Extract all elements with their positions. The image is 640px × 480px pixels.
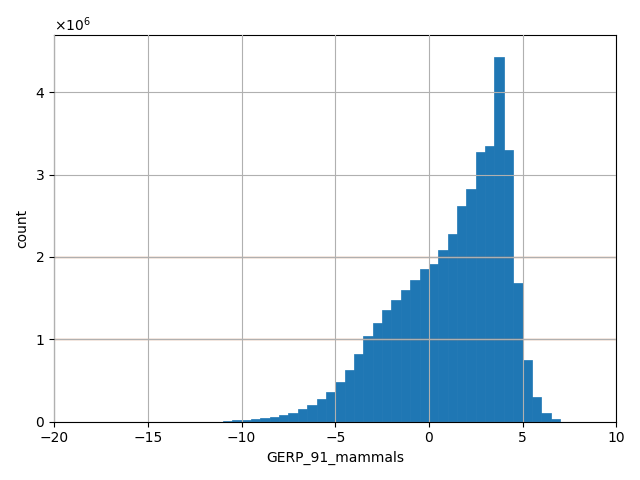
Bar: [438, 251, 447, 421]
Bar: [522, 360, 532, 421]
Bar: [307, 405, 317, 421]
Bar: [372, 323, 382, 421]
X-axis label: GERP_91_mammals: GERP_91_mammals: [266, 451, 404, 465]
Bar: [251, 419, 260, 421]
Y-axis label: count: count: [15, 209, 29, 248]
Bar: [476, 152, 485, 421]
Bar: [513, 283, 522, 421]
Bar: [260, 418, 269, 421]
Bar: [344, 370, 354, 421]
Bar: [457, 206, 467, 421]
Bar: [495, 57, 504, 421]
Bar: [354, 354, 364, 421]
Bar: [467, 190, 476, 421]
Bar: [269, 417, 279, 421]
Bar: [485, 146, 495, 421]
Bar: [382, 311, 392, 421]
Bar: [420, 269, 429, 421]
Bar: [289, 412, 298, 421]
Bar: [335, 382, 344, 421]
Bar: [326, 392, 335, 421]
Bar: [232, 420, 241, 421]
Bar: [392, 300, 401, 421]
Bar: [401, 290, 410, 421]
Bar: [317, 399, 326, 421]
Bar: [447, 234, 457, 421]
Bar: [541, 413, 550, 421]
Bar: [241, 420, 251, 421]
Bar: [298, 409, 307, 421]
Bar: [550, 419, 560, 421]
Bar: [410, 280, 420, 421]
Bar: [504, 150, 513, 421]
Bar: [429, 264, 438, 421]
Bar: [279, 415, 289, 421]
Bar: [364, 336, 372, 421]
Bar: [532, 397, 541, 421]
